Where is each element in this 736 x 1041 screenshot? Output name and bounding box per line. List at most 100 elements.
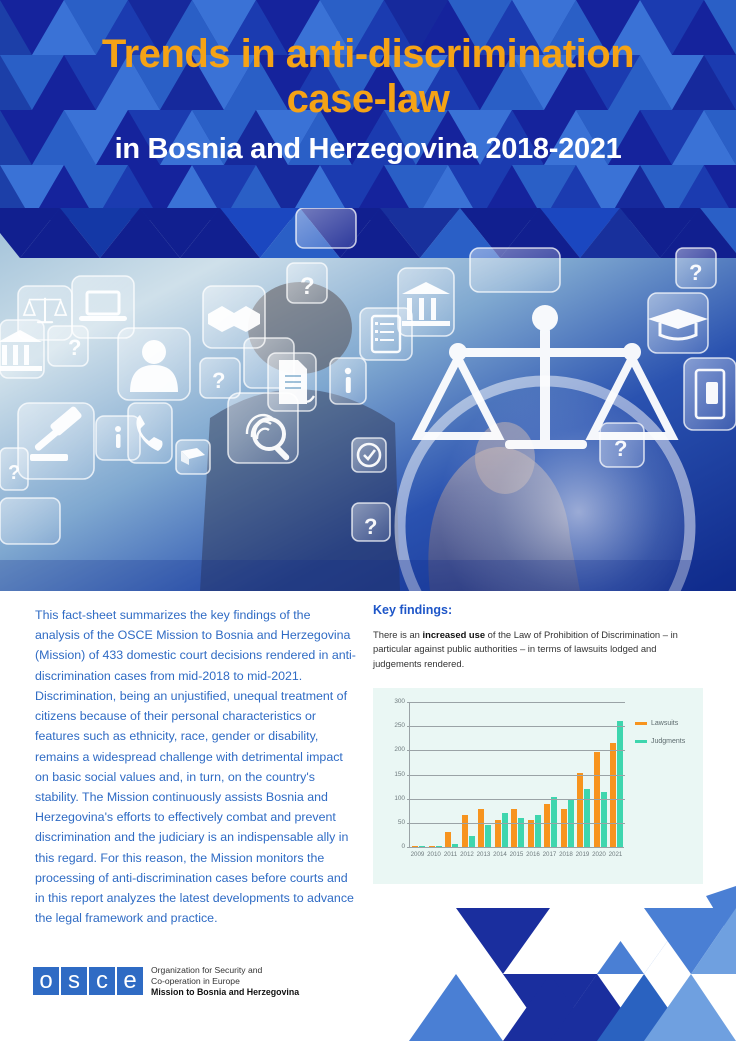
chart-y-tick-mark: [406, 774, 411, 776]
chart-doc-icon: [289, 392, 316, 403]
chart-bar-lawsuits-2011: [445, 831, 451, 847]
scales-icon: [411, 305, 679, 449]
tile-question-3: [0, 447, 29, 491]
tile-top: [295, 208, 357, 249]
checklist-icon: [370, 314, 402, 354]
intro-text: This fact-sheet summarizes the key findi…: [35, 605, 357, 929]
tile-left-low: [0, 497, 61, 545]
chart-x-label-2019: 2019: [575, 851, 590, 858]
chart-bar-lawsuits-2014: [494, 820, 501, 847]
chart-gridline: [410, 726, 625, 728]
chart-legend: Lawsuits Judgments: [635, 720, 685, 756]
hero-top-chevrons: [0, 208, 736, 258]
page-header: Trends in anti-discrimination case-law i…: [0, 0, 736, 208]
chart-bar-judgments-2019: [584, 789, 590, 847]
chart-bar-judgments-2021: [617, 721, 623, 847]
hero-image: ? ? ? ? ? ? ?: [0, 208, 736, 591]
chart-bar-judgments-2010: [435, 846, 442, 847]
chart-gridline: [410, 798, 625, 800]
chart-y-tick-mark: [406, 726, 411, 728]
chart-x-label-2012: 2012: [460, 851, 474, 858]
chart-gridline: [410, 702, 625, 703]
intro-column: This fact-sheet summarizes the key findi…: [35, 605, 357, 929]
key-findings-heading: Key findings:: [373, 603, 453, 617]
chart-bar-judgments-2020: [600, 791, 607, 847]
bank-icon: [0, 330, 42, 371]
bank-icon-2: [402, 282, 450, 326]
info-icon: [344, 367, 352, 393]
legend-swatch-judgments: [635, 740, 647, 743]
graduation-cap-icon: [648, 309, 708, 341]
tile-question-2: [286, 262, 328, 304]
kf-after: of the Law of Prohibition of Discriminat…: [373, 629, 678, 669]
chart-bar-lawsuits-2021: [610, 743, 616, 847]
binder-icon: [694, 368, 726, 420]
osce-tagline-line1: Organization for Security and: [151, 965, 263, 975]
kf-before: There is an: [373, 629, 423, 640]
chart-bar-judgments-2012: [468, 836, 475, 847]
chart-x-label-2020: 2020: [592, 851, 606, 858]
chart-y-tick-mark: [406, 822, 411, 824]
scales-small-icon: [22, 297, 68, 324]
chart-y-tick-mark: [406, 798, 411, 800]
book-icon: [181, 448, 205, 465]
chart-bar-lawsuits-2013: [478, 809, 484, 847]
osce-tagline: Organization for Security and Co-operati…: [151, 964, 299, 998]
chart-bar-group: [412, 702, 425, 847]
osce-wordmark: o s c e: [33, 967, 143, 996]
gavel-icon: [30, 406, 82, 461]
chart-x-label-2011: 2011: [443, 851, 458, 858]
tile-phone: [127, 402, 173, 464]
chart-x-label-2021: 2021: [608, 851, 623, 858]
chart-x-label-2014: 2014: [493, 851, 507, 858]
legend-label-lawsuits: Lawsuits: [651, 720, 679, 727]
osce-letter-e: e: [117, 967, 143, 996]
chart-bar-lawsuits-2016: [527, 819, 534, 847]
person-icon: [130, 340, 178, 392]
chart-bar-group: [445, 702, 458, 847]
legend-item-judgments: Judgments: [635, 738, 685, 745]
chart-bar-lawsuits-2017: [544, 803, 550, 847]
chart-bar-lawsuits-2019: [577, 772, 583, 847]
hero-illustration: ? ? ? ? ? ? ?: [0, 208, 736, 591]
osce-letter-c: c: [89, 967, 115, 996]
question-icon-7: ?: [689, 260, 702, 285]
osce-logo: o s c e Organization for Security and Co…: [33, 964, 299, 998]
chart-x-label-2009: 2009: [410, 851, 425, 858]
chart-x-label-2013: 2013: [476, 851, 491, 858]
legend-swatch-lawsuits: [635, 722, 647, 725]
page-title-line1: Trends in anti-discrimination: [101, 32, 635, 76]
chart-y-tick-mark: [406, 702, 411, 703]
chart-x-label-2017: 2017: [542, 851, 557, 858]
phone-icon: [136, 415, 163, 451]
chart-bar-group: [610, 702, 623, 847]
intro-paragraph-1: This fact-sheet summarizes the key findi…: [35, 608, 356, 683]
kf-bold: increased use: [422, 629, 486, 640]
chart-x-tick-labels: 2009 2010 2011 2012 2013 2014 2015 2016 2017 2018…: [409, 851, 624, 858]
tile-question-4: [199, 357, 241, 399]
chart-x-axis: [409, 847, 624, 848]
handshake-icon: [208, 306, 260, 332]
chart-bar-judgments-2011: [452, 844, 458, 847]
chart-bar-group: [544, 702, 557, 847]
question-icon-4: ?: [212, 368, 225, 393]
key-findings-column: Key findings: There is an increased use …: [373, 603, 703, 671]
chart-y-tick-label: 300: [394, 698, 405, 705]
info-icon-2: [115, 426, 121, 448]
question-icon-5: ?: [364, 514, 377, 539]
chart-x-label-2018: 2018: [559, 851, 573, 858]
chart-y-tick-label: 50: [397, 818, 405, 826]
tile-question-6: [599, 422, 645, 468]
chart-y-tick-label: 250: [394, 722, 405, 730]
chart-bar-judgments-2017: [551, 797, 557, 847]
chart-inner: 0 50 100 150 200 250 300 2009 2010 2011 2012 2013 2…: [373, 688, 703, 884]
osce-letter-o: o: [33, 967, 59, 996]
chart-bar-group: [428, 702, 442, 847]
chart-bar-judgments-2016: [534, 814, 541, 847]
chart-bar-judgments-2015: [518, 818, 524, 847]
osce-tagline-line2: Co-operation in Europe: [151, 975, 240, 986]
key-findings-text: There is an increased use of the Law of …: [373, 628, 703, 671]
chart-bar-lawsuits-2012: [461, 815, 468, 847]
chart-bar-judgments-2013: [485, 825, 491, 847]
legend-item-lawsuits: Lawsuits: [635, 720, 685, 727]
